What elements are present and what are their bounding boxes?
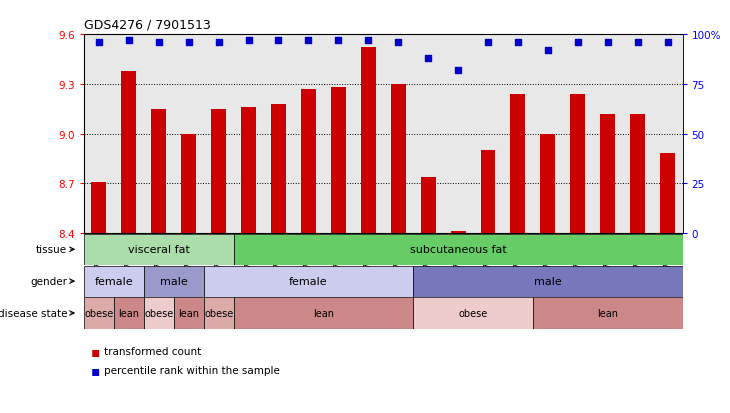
Bar xyxy=(144,266,204,297)
Text: female: female xyxy=(95,276,133,287)
Bar xyxy=(234,298,413,329)
Text: transformed count: transformed count xyxy=(104,347,201,356)
Text: percentile rank within the sample: percentile rank within the sample xyxy=(104,365,280,375)
Text: obese: obese xyxy=(458,308,488,318)
Bar xyxy=(391,85,406,233)
Text: tissue: tissue xyxy=(36,244,67,255)
Point xyxy=(333,38,345,44)
Bar xyxy=(480,151,496,233)
Bar xyxy=(413,266,683,297)
Bar xyxy=(241,108,256,233)
Point xyxy=(242,38,255,44)
Bar xyxy=(151,109,166,233)
Text: male: male xyxy=(534,276,562,287)
Text: male: male xyxy=(160,276,188,287)
Text: visceral fat: visceral fat xyxy=(128,244,190,255)
Bar xyxy=(510,95,526,233)
Point xyxy=(123,38,134,44)
Text: lean: lean xyxy=(313,308,334,318)
Bar xyxy=(540,134,556,233)
Bar xyxy=(84,234,234,265)
Bar xyxy=(301,90,316,233)
Bar xyxy=(174,298,204,329)
Bar xyxy=(570,95,585,233)
Text: lean: lean xyxy=(178,308,199,318)
Text: subcutaneous fat: subcutaneous fat xyxy=(410,244,507,255)
Bar xyxy=(331,88,346,233)
Bar xyxy=(271,104,286,233)
Bar xyxy=(84,266,144,297)
Bar xyxy=(361,48,376,233)
Bar xyxy=(84,298,114,329)
Bar xyxy=(660,154,675,233)
Bar xyxy=(121,71,137,233)
Bar xyxy=(600,114,615,233)
Text: obese: obese xyxy=(144,308,174,318)
Point xyxy=(93,40,105,46)
Point xyxy=(483,40,494,46)
Bar xyxy=(211,109,226,233)
Text: gender: gender xyxy=(30,276,67,287)
Point xyxy=(393,40,404,46)
Text: ▪: ▪ xyxy=(91,344,101,358)
Bar xyxy=(420,177,436,233)
Text: female: female xyxy=(289,276,328,287)
Point xyxy=(453,67,464,74)
Bar xyxy=(630,114,645,233)
Bar xyxy=(234,234,683,265)
Bar xyxy=(413,298,533,329)
Point xyxy=(213,40,225,46)
Bar xyxy=(181,134,196,233)
Point xyxy=(572,40,584,46)
Text: ▪: ▪ xyxy=(91,363,101,377)
Text: obese: obese xyxy=(204,308,234,318)
Text: GDS4276 / 7901513: GDS4276 / 7901513 xyxy=(84,18,211,31)
Text: obese: obese xyxy=(84,308,114,318)
Point xyxy=(602,40,613,46)
Bar xyxy=(450,232,466,233)
Point xyxy=(273,38,285,44)
Text: lean: lean xyxy=(597,308,618,318)
Point xyxy=(182,40,194,46)
Point xyxy=(542,47,554,54)
Point xyxy=(303,38,315,44)
Text: disease state: disease state xyxy=(0,308,67,318)
Point xyxy=(422,56,434,62)
Point xyxy=(631,40,644,46)
Bar xyxy=(91,182,107,233)
Bar xyxy=(144,298,174,329)
Point xyxy=(662,40,674,46)
Point xyxy=(363,38,374,44)
Point xyxy=(512,40,524,46)
Bar xyxy=(204,298,234,329)
Bar xyxy=(204,266,413,297)
Bar xyxy=(533,298,683,329)
Bar xyxy=(114,298,144,329)
Point xyxy=(153,40,165,46)
Text: lean: lean xyxy=(118,308,139,318)
